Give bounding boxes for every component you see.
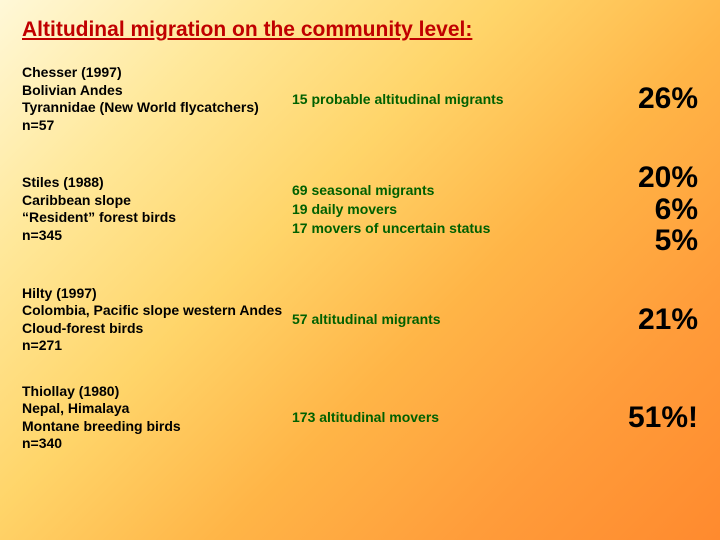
study-line: Caribbean slope <box>22 192 292 210</box>
study-line: Chesser (1997) <box>22 64 292 82</box>
study-pct: 20% 6% 5% <box>552 162 698 257</box>
pct-value: 5% <box>552 225 698 257</box>
study-line: Montane breeding birds <box>22 418 292 436</box>
study-line: Colombia, Pacific slope western Andes <box>22 302 292 320</box>
pct-value: 21% <box>552 304 698 336</box>
study-info: Hilty (1997) Colombia, Pacific slope wes… <box>22 285 292 355</box>
study-line: Thiollay (1980) <box>22 383 292 401</box>
study-pct: 51%! <box>552 402 698 434</box>
study-row: Stiles (1988) Caribbean slope “Resident”… <box>22 162 698 257</box>
pct-value: 51%! <box>552 402 698 434</box>
study-line: n=340 <box>22 435 292 453</box>
study-line: Cloud-forest birds <box>22 320 292 338</box>
finding-line: 57 altitudinal migrants <box>292 310 552 329</box>
study-row: Chesser (1997) Bolivian Andes Tyrannidae… <box>22 64 698 134</box>
pct-value: 20% <box>552 162 698 194</box>
study-line: Tyrannidae (New World flycatchers) <box>22 99 292 117</box>
study-finding: 173 altitudinal movers <box>292 408 552 427</box>
study-info: Stiles (1988) Caribbean slope “Resident”… <box>22 174 292 244</box>
study-finding: 57 altitudinal migrants <box>292 310 552 329</box>
study-line: n=57 <box>22 117 292 135</box>
study-line: Bolivian Andes <box>22 82 292 100</box>
study-info: Chesser (1997) Bolivian Andes Tyrannidae… <box>22 64 292 134</box>
study-line: “Resident” forest birds <box>22 209 292 227</box>
pct-value: 6% <box>552 194 698 226</box>
study-finding: 15 probable altitudinal migrants <box>292 90 552 109</box>
finding-line: 173 altitudinal movers <box>292 408 552 427</box>
pct-value: 26% <box>552 83 698 115</box>
study-row: Hilty (1997) Colombia, Pacific slope wes… <box>22 285 698 355</box>
study-row: Thiollay (1980) Nepal, Himalaya Montane … <box>22 383 698 453</box>
study-info: Thiollay (1980) Nepal, Himalaya Montane … <box>22 383 292 453</box>
study-line: Stiles (1988) <box>22 174 292 192</box>
finding-line: 17 movers of uncertain status <box>292 219 552 238</box>
finding-line: 15 probable altitudinal migrants <box>292 90 552 109</box>
study-line: n=345 <box>22 227 292 245</box>
study-line: n=271 <box>22 337 292 355</box>
study-pct: 21% <box>552 304 698 336</box>
study-line: Nepal, Himalaya <box>22 400 292 418</box>
slide-title: Altitudinal migration on the community l… <box>22 18 698 42</box>
study-line: Hilty (1997) <box>22 285 292 303</box>
study-pct: 26% <box>552 83 698 115</box>
finding-line: 69 seasonal migrants <box>292 181 552 200</box>
finding-line: 19 daily movers <box>292 200 552 219</box>
study-finding: 69 seasonal migrants 19 daily movers 17 … <box>292 181 552 238</box>
